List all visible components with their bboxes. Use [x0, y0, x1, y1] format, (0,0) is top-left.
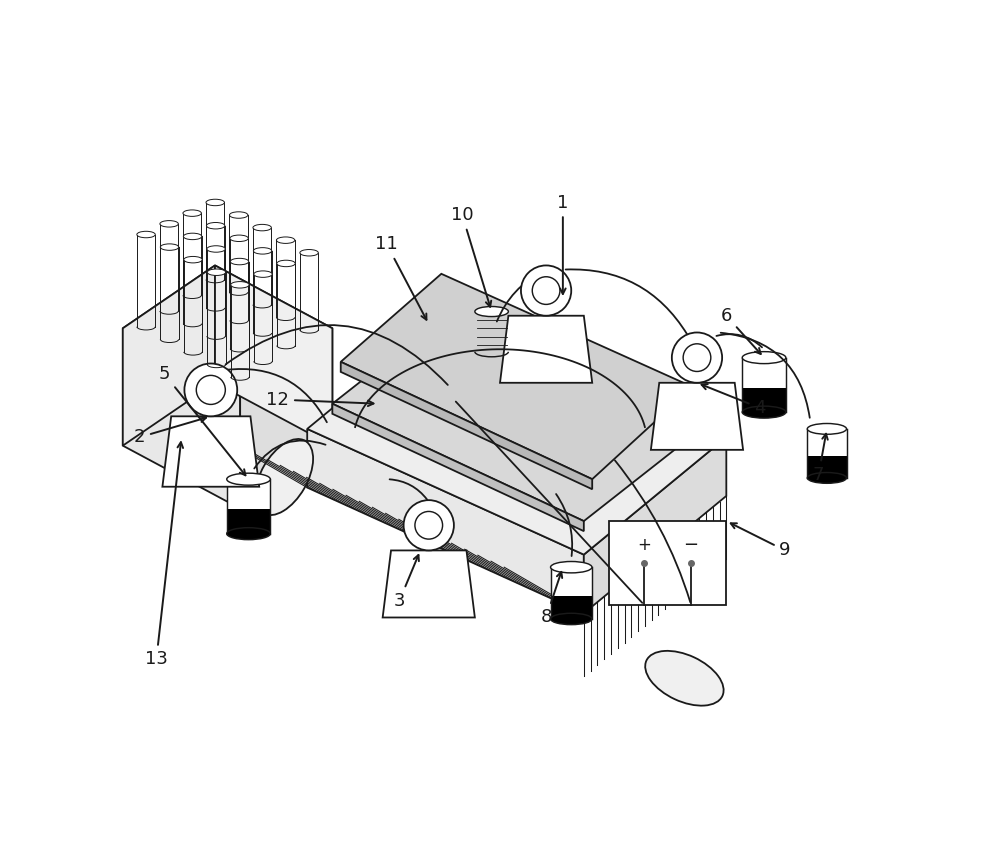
- Text: 4: 4: [702, 384, 766, 417]
- Ellipse shape: [253, 247, 272, 254]
- Text: −: −: [684, 536, 699, 553]
- Polygon shape: [341, 274, 693, 479]
- Ellipse shape: [300, 250, 318, 256]
- Ellipse shape: [231, 282, 249, 288]
- Ellipse shape: [230, 258, 249, 265]
- Text: 12: 12: [266, 390, 374, 409]
- Polygon shape: [584, 437, 726, 613]
- Circle shape: [521, 266, 571, 315]
- Circle shape: [683, 344, 711, 372]
- FancyBboxPatch shape: [742, 357, 786, 412]
- Ellipse shape: [742, 352, 786, 363]
- Ellipse shape: [206, 223, 225, 229]
- Circle shape: [672, 332, 722, 383]
- Bar: [609, 521, 726, 605]
- Text: 9: 9: [731, 523, 791, 559]
- Ellipse shape: [184, 257, 202, 263]
- Ellipse shape: [230, 235, 248, 241]
- Circle shape: [184, 363, 237, 416]
- Text: 7: 7: [813, 434, 828, 484]
- Text: 1: 1: [557, 193, 569, 294]
- Ellipse shape: [207, 269, 226, 276]
- Bar: [807, 456, 847, 478]
- Polygon shape: [123, 266, 332, 391]
- FancyBboxPatch shape: [551, 567, 592, 619]
- Bar: [551, 595, 592, 619]
- Ellipse shape: [207, 246, 225, 252]
- Ellipse shape: [227, 473, 270, 485]
- Ellipse shape: [807, 473, 847, 484]
- Ellipse shape: [254, 271, 272, 278]
- Ellipse shape: [183, 233, 202, 240]
- Circle shape: [196, 375, 225, 405]
- Ellipse shape: [742, 406, 786, 418]
- Polygon shape: [123, 328, 240, 509]
- Circle shape: [415, 511, 443, 539]
- Ellipse shape: [160, 220, 178, 227]
- Text: 11: 11: [375, 235, 426, 320]
- Ellipse shape: [551, 562, 592, 573]
- Bar: [227, 509, 270, 534]
- Polygon shape: [162, 416, 259, 487]
- Ellipse shape: [277, 260, 295, 267]
- Polygon shape: [383, 550, 475, 617]
- Text: 5: 5: [159, 365, 245, 475]
- Ellipse shape: [475, 306, 508, 316]
- Ellipse shape: [160, 244, 179, 251]
- Polygon shape: [332, 404, 584, 532]
- Text: 6: 6: [721, 307, 761, 354]
- Bar: [742, 388, 786, 412]
- Ellipse shape: [229, 212, 248, 219]
- Ellipse shape: [276, 237, 295, 243]
- Ellipse shape: [206, 199, 224, 206]
- Polygon shape: [341, 362, 592, 489]
- Text: 3: 3: [394, 555, 419, 610]
- Text: +: +: [637, 536, 651, 553]
- Ellipse shape: [645, 651, 724, 706]
- Polygon shape: [307, 429, 584, 613]
- Text: 10: 10: [451, 206, 491, 307]
- Ellipse shape: [807, 424, 847, 434]
- Text: 13: 13: [145, 442, 183, 669]
- Polygon shape: [500, 315, 592, 383]
- Polygon shape: [651, 383, 743, 450]
- Circle shape: [532, 277, 560, 304]
- Polygon shape: [332, 311, 701, 521]
- Polygon shape: [240, 328, 332, 509]
- Polygon shape: [307, 311, 726, 554]
- Ellipse shape: [137, 231, 155, 238]
- Ellipse shape: [253, 225, 271, 230]
- Bar: [475, 311, 508, 352]
- FancyBboxPatch shape: [807, 429, 847, 478]
- Ellipse shape: [551, 613, 592, 625]
- FancyBboxPatch shape: [227, 479, 270, 534]
- Circle shape: [404, 500, 454, 550]
- Text: 2: 2: [134, 416, 206, 447]
- Text: 8: 8: [540, 572, 562, 627]
- Polygon shape: [123, 266, 215, 446]
- Polygon shape: [215, 266, 332, 446]
- Ellipse shape: [255, 439, 313, 516]
- Ellipse shape: [183, 210, 201, 216]
- Ellipse shape: [227, 527, 270, 540]
